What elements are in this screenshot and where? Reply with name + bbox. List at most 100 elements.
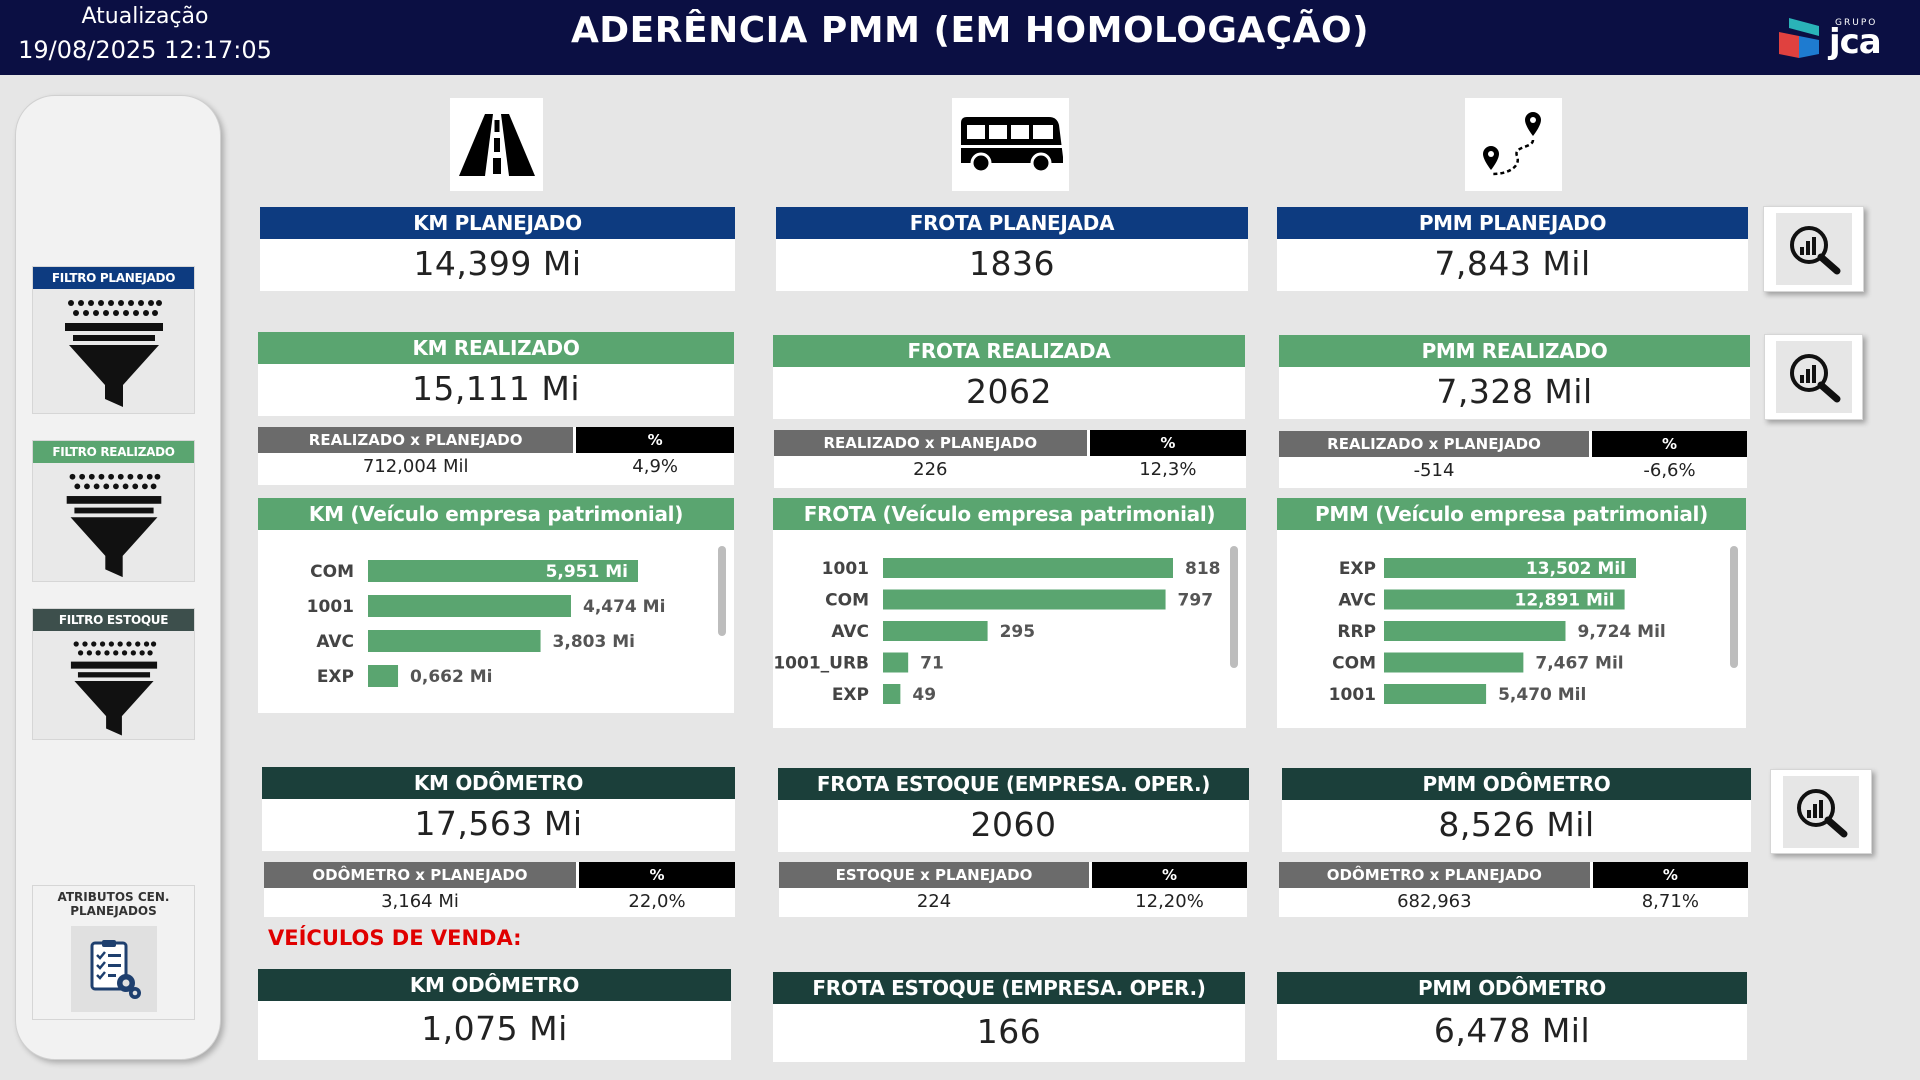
pmm-realized-card: PMM REALIZADO 7,328 Mil [1279, 335, 1750, 419]
km-data-label: 5,951 Mi [546, 562, 628, 582]
km-odo-cmp-value: 3,164 Mi [381, 891, 459, 912]
pmm-comparison: REALIZADO x PLANEJADO % -514 -6,6% [1279, 431, 1747, 488]
frota-bar[interactable] [883, 684, 901, 704]
pmm-odo-cmp-header: ODÔMETRO x PLANEJADO [1279, 862, 1590, 888]
pmm-odometer-card: PMM ODÔMETRO 8,526 Mil [1282, 768, 1751, 852]
funnel-icon [66, 473, 161, 578]
frota-sale-stock-value: 166 [976, 1012, 1042, 1051]
frota-chart-title: FROTA (Veículo empresa patrimonial) [773, 498, 1246, 530]
km-odometer-card: KM ODÔMETRO 17,563 Mi [262, 767, 735, 851]
frota-cmp-pct-header: % [1089, 430, 1246, 456]
frota-data-label: 49 [912, 685, 936, 705]
analytics-search-icon [1789, 226, 1840, 275]
frota-bar-chart: 1001 818 COM 797 AVC 295 1001_URB 71 EXP 49 [773, 558, 1221, 705]
pmm-sale-odometer-value: 6,478 Mil [1433, 1011, 1591, 1050]
km-chart-title: KM (Veículo empresa patrimonial) [258, 498, 734, 530]
frota-chart-panel: FROTA (Veículo empresa patrimonial) 1001… [773, 498, 1246, 728]
frota-bar[interactable] [883, 652, 909, 673]
update-timestamp: 19/08/2025 12:17:05 [18, 36, 272, 64]
filter-planned-label: FILTRO PLANEJADO [33, 267, 194, 289]
frota-category-label: EXP [832, 685, 869, 705]
km-sale-odometer-card: KM ODÔMETRO 1,075 Mi [258, 969, 731, 1060]
pmm-realized-label: PMM REALIZADO [1279, 335, 1750, 367]
frota-planned-label: FROTA PLANEJADA [776, 207, 1248, 239]
km-odo-cmp-pct-value: 22,0% [628, 891, 686, 912]
km-chart-panel: KM (Veículo empresa patrimonial) COM 5,95… [258, 498, 734, 713]
frota-sale-stock-label: FROTA ESTOQUE (EMPRESA. OPER.) [773, 972, 1245, 1004]
frota-bar[interactable] [883, 621, 988, 641]
logo-mark-icon [1779, 18, 1819, 58]
filter-stock-label: FILTRO ESTOQUE [33, 609, 194, 631]
km-planned-value: 14,399 Mi [413, 244, 582, 283]
km-odometer-label: KM ODÔMETRO [262, 767, 735, 799]
pmm-chart-title: PMM (Veículo empresa patrimonial) [1277, 498, 1746, 530]
attributes-button[interactable]: ATRIBUTOS CEN. PLANEJADOS [32, 885, 195, 1020]
km-realized-label: KM REALIZADO [258, 332, 734, 364]
frota-stock-cmp-pct-value: 12,20% [1135, 891, 1204, 912]
pmm-chart-panel: PMM (Veículo empresa patrimonial) EXP 13,… [1277, 498, 1746, 728]
frota-stock-value: 2060 [970, 805, 1057, 844]
km-bar[interactable] [368, 630, 541, 652]
frota-realized-label: FROTA REALIZADA [773, 335, 1245, 367]
filter-stock-button[interactable]: FILTRO ESTOQUE [32, 608, 195, 740]
pmm-bar[interactable] [1384, 621, 1566, 641]
pmm-data-label: 7,467 Mil [1535, 654, 1623, 674]
km-cmp-pct-header: % [576, 427, 734, 453]
km-chart-scrollbar[interactable] [718, 546, 726, 636]
pmm-category-label: EXP [1339, 559, 1376, 579]
pmm-cmp-pct-value: -6,6% [1643, 460, 1696, 481]
km-sale-odometer-label: KM ODÔMETRO [258, 969, 731, 1001]
pmm-bar[interactable] [1384, 558, 1636, 578]
funnel-icon [70, 641, 157, 736]
filter-realized-button[interactable]: FILTRO REALIZADO [32, 440, 195, 582]
pmm-realized-details-button[interactable] [1764, 334, 1863, 420]
pmm-bar[interactable] [1384, 684, 1487, 704]
frota-comparison: REALIZADO x PLANEJADO % 226 12,3% [774, 430, 1246, 488]
filter-planned-button[interactable]: FILTRO PLANEJADO [32, 266, 195, 414]
km-category-label: COM [310, 562, 354, 582]
pmm-data-label: 12,891 Mil [1515, 591, 1615, 611]
logo-grupo-text: GRUPO [1835, 18, 1878, 28]
frota-realized-card: FROTA REALIZADA 2062 [773, 335, 1245, 419]
pmm-chart-scrollbar[interactable] [1730, 546, 1738, 668]
km-planned-card: KM PLANEJADO 14,399 Mi [260, 207, 735, 291]
frota-data-label: 818 [1185, 559, 1221, 579]
km-odo-cmp-header: ODÔMETRO x PLANEJADO [264, 862, 576, 888]
frota-cmp-header: REALIZADO x PLANEJADO [774, 430, 1087, 456]
route-icon [1465, 98, 1562, 191]
km-realized-value: 15,111 Mi [411, 369, 581, 408]
pmm-category-label: 1001 [1329, 685, 1376, 705]
frota-realized-value: 2062 [966, 372, 1052, 411]
frota-planned-value: 1836 [969, 244, 1055, 283]
km-category-label: EXP [317, 667, 354, 687]
frota-stock-card: FROTA ESTOQUE (EMPRESA. OPER.) 2060 [778, 768, 1249, 852]
frota-bar[interactable] [883, 589, 1166, 610]
frota-data-label: 797 [1178, 591, 1214, 611]
pmm-cmp-header: REALIZADO x PLANEJADO [1279, 431, 1589, 457]
frota-bar[interactable] [883, 558, 1173, 578]
km-odometer-value: 17,563 Mi [414, 804, 583, 843]
pmm-bar[interactable] [1384, 589, 1625, 610]
frota-stock-label: FROTA ESTOQUE (EMPRESA. OPER.) [778, 768, 1249, 800]
frota-cmp-pct-value: 12,3% [1139, 459, 1197, 480]
pmm-sale-odometer-card: PMM ODÔMETRO 6,478 Mil [1277, 972, 1747, 1060]
km-data-label: 4,474 Mi [583, 597, 665, 617]
pmm-bar-chart: EXP 13,502 Mil AVC 12,891 Mil RRP 9,724 Mil CO… [1329, 558, 1666, 705]
frota-stock-comparison: ESTOQUE x PLANEJADO % 224 12,20% [779, 862, 1247, 917]
km-bar[interactable] [368, 665, 399, 687]
km-comparison: REALIZADO x PLANEJADO % 712,004 Mil 4,9% [258, 427, 734, 485]
pmm-odometer-details-button[interactable] [1770, 769, 1872, 854]
frota-data-label: 295 [1000, 622, 1036, 642]
pmm-cmp-value: -514 [1413, 460, 1455, 481]
km-cmp-header: REALIZADO x PLANEJADO [258, 427, 574, 453]
frota-category-label: COM [825, 591, 869, 611]
pmm-planned-details-button[interactable] [1763, 206, 1864, 292]
km-bar[interactable] [368, 560, 638, 582]
km-bar[interactable] [368, 595, 571, 617]
filter-realized-label: FILTRO REALIZADO [33, 441, 194, 463]
frota-chart-scrollbar[interactable] [1230, 546, 1238, 668]
attributes-label: ATRIBUTOS CEN. PLANEJADOS [57, 890, 170, 918]
pmm-bar[interactable] [1384, 652, 1524, 673]
pmm-category-label: AVC [1338, 591, 1376, 611]
km-bar-chart: COM 5,951 Mi 1001 4,474 Mi AVC 3,803 Mi EXP 0,6… [307, 560, 665, 687]
